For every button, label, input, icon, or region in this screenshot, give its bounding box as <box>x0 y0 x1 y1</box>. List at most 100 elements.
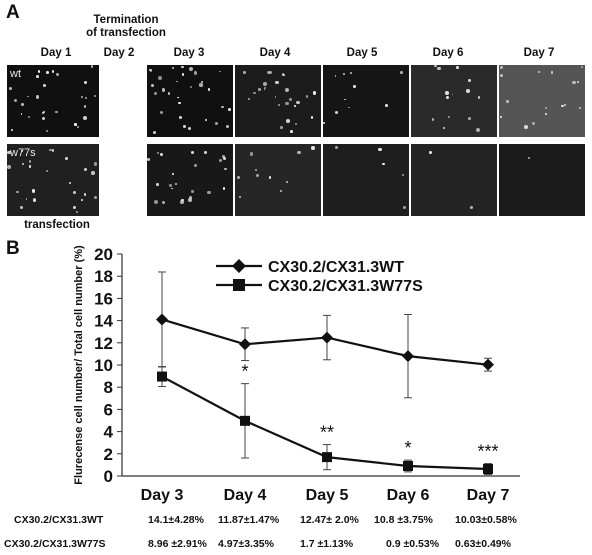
fluorescent-cell <box>580 65 584 69</box>
fluorescent-cell <box>7 150 12 155</box>
diamond-marker <box>156 313 168 326</box>
fluorescent-cell <box>545 106 548 109</box>
fluorescent-cell <box>43 111 45 113</box>
x-tick-label: Day 5 <box>306 487 349 504</box>
fluorescent-cell <box>451 93 454 96</box>
fluorescent-cell <box>35 94 40 99</box>
micrograph-wt-day4 <box>235 65 321 137</box>
fluorescent-cell <box>64 157 68 161</box>
fluorescent-cell <box>9 87 12 90</box>
fluorescent-cell <box>68 181 72 185</box>
micrograph-w77s-day4 <box>235 144 321 216</box>
table-cell: 14.1±4.28% <box>148 514 204 526</box>
fluorescent-cell <box>537 71 540 74</box>
fluorescent-cell <box>83 104 87 108</box>
fluorescent-cell <box>31 189 35 193</box>
legend-label: CX30.2/CX31.3W77S <box>268 278 423 295</box>
chart-axes <box>117 253 520 477</box>
x-tick-label: Day 4 <box>224 487 267 504</box>
fluorescent-cell <box>43 84 47 88</box>
fluorescent-cell <box>51 149 55 152</box>
day-label: Day 4 <box>259 47 291 59</box>
fluorescent-cell <box>26 95 29 98</box>
fluorescent-cell <box>215 122 218 126</box>
fluorescent-cell <box>36 75 39 79</box>
fluorescent-cell <box>334 75 337 77</box>
fluorescent-cell <box>21 150 23 153</box>
fluorescent-cell <box>19 205 23 209</box>
micrograph-w77s-day7 <box>499 144 585 216</box>
error-bars <box>158 271 492 475</box>
fluorescent-cell <box>444 91 449 95</box>
y-tick-label: 6 <box>104 400 113 419</box>
fluorescent-cell <box>29 160 32 163</box>
x-tick-label: Day 3 <box>141 487 184 504</box>
fluorescent-cell <box>149 69 152 72</box>
fluorescent-cell <box>180 199 184 204</box>
fluorescent-cell <box>83 80 87 84</box>
fluorescent-cell <box>476 128 481 133</box>
day-label: Day 5 <box>346 47 378 59</box>
micrograph-wt-day1: wt <box>7 65 99 137</box>
table-cell: 8.96 ±2.91% <box>148 538 207 550</box>
fluorescent-cell <box>431 118 435 121</box>
y-tick-label: 16 <box>94 289 113 308</box>
table-cell: 0.9 ±0.53% <box>386 538 440 550</box>
fluorescent-cell <box>266 70 270 74</box>
micrograph-wt-day7 <box>499 65 585 137</box>
fluorescent-cell <box>564 103 567 106</box>
y-tick-label: 4 <box>104 423 114 442</box>
fluorescent-cell <box>46 129 48 132</box>
fluorescent-cell <box>289 98 293 102</box>
fluorescent-cell <box>268 70 273 75</box>
micrograph-w77s-day1: w77s <box>7 144 99 216</box>
diamond-marker <box>482 358 494 371</box>
square-marker <box>157 371 167 382</box>
table-cell: 1.7 ±1.13% <box>300 538 354 550</box>
fluorescent-cell <box>249 152 254 157</box>
fluorescent-cell <box>289 130 293 133</box>
day-label: Day 6 <box>432 47 464 59</box>
fluorescent-cell <box>7 165 12 170</box>
fluorescent-cell <box>157 151 160 155</box>
fluorescent-cell <box>237 175 241 180</box>
fluorescent-cell <box>401 174 404 177</box>
legend-label: CX30.2/CX31.3WT <box>268 259 404 276</box>
fluorescent-cell <box>285 118 290 123</box>
row-label-wt: wt <box>10 68 21 80</box>
fluorescent-cell <box>466 89 470 94</box>
fluorescent-cell <box>279 189 282 193</box>
table-cell: 11.87±1.47% <box>218 514 280 526</box>
y-tick-label: 2 <box>104 445 113 464</box>
table-cell: 4.97±3.35% <box>218 538 274 550</box>
micrograph-w77s-day5 <box>323 144 409 216</box>
fluorescent-cell <box>207 87 211 91</box>
fluorescent-cell <box>263 86 267 89</box>
fluorescent-cell <box>572 80 577 85</box>
square-marker <box>483 464 493 475</box>
fluorescent-cell <box>384 103 389 108</box>
fluorescent-cell <box>429 150 433 154</box>
fluorescent-cell <box>442 126 445 129</box>
y-axis-label: Flurecense cell number/ Total cell numbe… <box>73 245 85 485</box>
fluorescent-cell <box>84 97 87 100</box>
fluorescent-cell <box>37 70 41 73</box>
fluorescent-cell <box>506 100 509 103</box>
y-tick-label: 14 <box>94 312 113 331</box>
day-label: Day 7 <box>523 47 555 59</box>
fluorescent-cell <box>277 103 280 106</box>
fluorescent-cell <box>224 168 227 171</box>
fluorescent-cell <box>172 173 175 176</box>
fluorescent-cell <box>281 73 285 77</box>
fluorescent-cell <box>190 150 195 154</box>
fluorescent-cell <box>176 80 178 83</box>
fluorescent-cell <box>32 199 36 202</box>
fluorescent-cell <box>263 81 267 86</box>
panel-b-letter: B <box>6 238 20 259</box>
micrograph-wt-day6 <box>411 65 497 137</box>
micrograph-w77s-day3 <box>147 144 233 216</box>
fluorescent-cell <box>257 88 261 92</box>
fluorescent-cell <box>181 65 184 69</box>
square-marker <box>322 452 332 463</box>
day-label: Day 3 <box>173 47 205 59</box>
